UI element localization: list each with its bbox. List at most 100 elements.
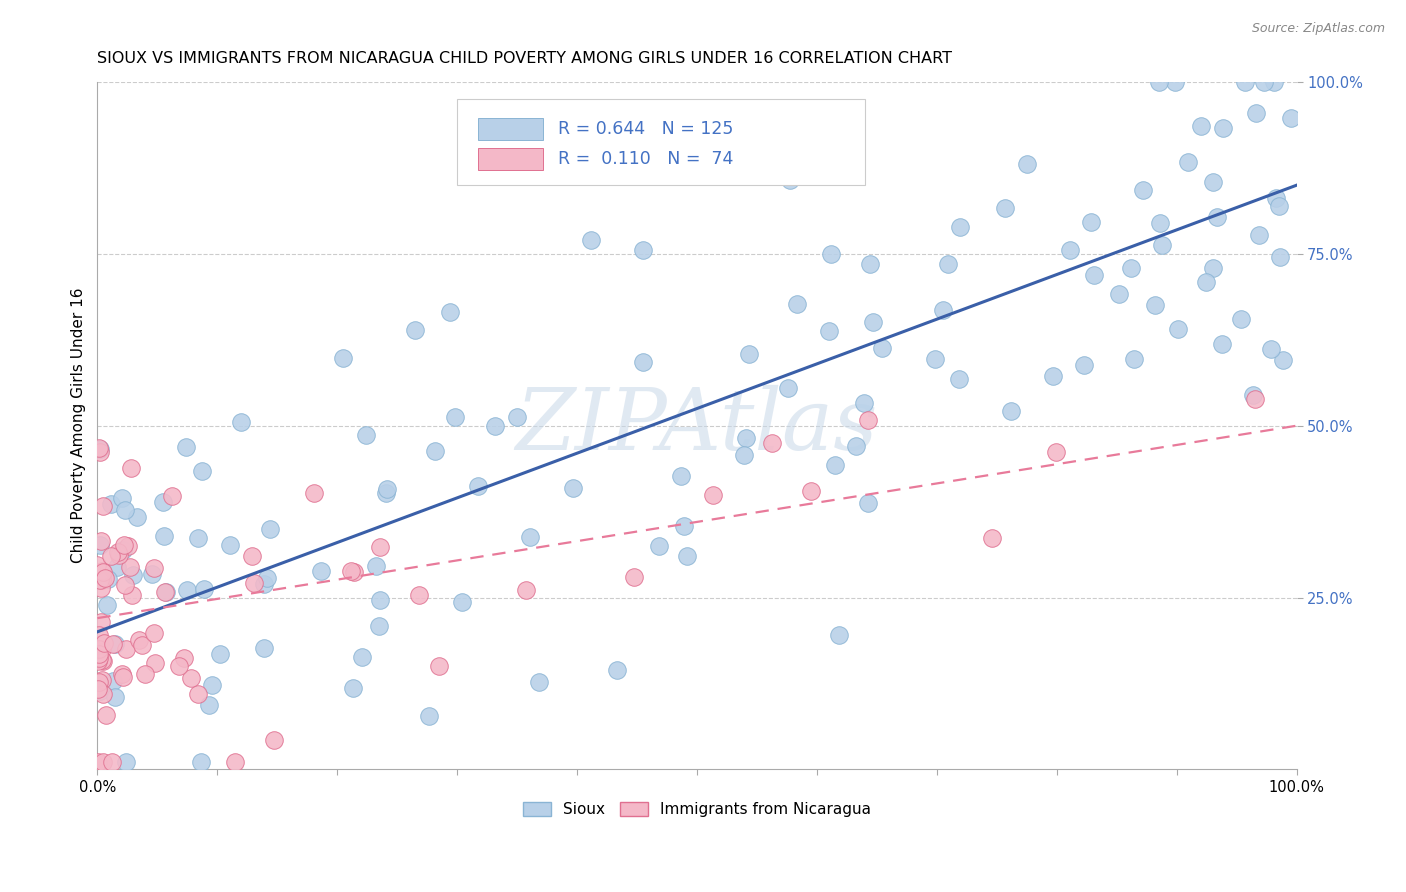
Point [90,615,112,630]
Point [375,482,398,496]
Point [91,565,114,579]
Point [100,756,122,770]
Point [1083,268,1105,282]
Point [155,585,177,599]
Point [1234,75,1257,89]
Point [1247,227,1270,242]
Point [779,173,801,187]
Point [114,502,136,516]
Point [467,479,489,493]
Point [208,647,231,661]
Point [218,538,240,552]
Point [370,540,392,554]
Point [176,582,198,597]
Point [86,681,108,696]
Point [89,538,111,552]
Point [631,355,654,369]
Point [256,571,278,585]
Point [86,654,108,668]
Point [1268,250,1291,264]
Point [93,756,115,770]
Point [853,396,876,410]
Point [160,490,183,504]
Text: SIOUX VS IMMIGRANTS FROM NICARAGUA CHILD POVERTY AMONG GIRLS UNDER 16 CORRELATIO: SIOUX VS IMMIGRANTS FROM NICARAGUA CHILD… [97,51,952,66]
Point [859,257,882,271]
Point [408,588,430,602]
Point [936,257,959,271]
Point [735,431,758,445]
Point [114,578,136,592]
Point [374,485,396,500]
Point [89,574,111,588]
Point [143,656,166,670]
Point [631,243,654,257]
Point [856,496,879,510]
Point [100,549,122,564]
Point [104,690,127,704]
Point [484,419,506,434]
Point [89,641,111,656]
Point [1164,75,1187,89]
Point [450,595,472,609]
Point [193,582,215,596]
Point [676,549,699,564]
Point [733,448,755,462]
Point [786,296,808,310]
Point [240,549,263,563]
Point [515,583,537,598]
Point [112,542,135,557]
Point [87,674,110,689]
Point [778,381,800,395]
Point [332,351,354,366]
Point [120,461,142,475]
Point [1177,155,1199,169]
Point [304,486,326,500]
Point [142,560,165,574]
FancyBboxPatch shape [457,99,865,186]
Point [180,671,202,685]
Point [1119,261,1142,276]
Point [1264,191,1286,205]
Point [948,372,970,386]
Point [339,564,361,578]
Point [418,709,440,723]
Point [128,633,150,648]
Point [761,435,783,450]
Point [86,756,108,770]
Point [121,568,143,582]
Point [142,626,165,640]
Point [187,687,209,701]
Point [519,530,541,544]
Point [90,581,112,595]
Text: R = 0.644   N = 125: R = 0.644 N = 125 [558,120,734,138]
Point [342,681,364,695]
Point [1149,216,1171,230]
Point [439,305,461,319]
Point [1015,157,1038,171]
Point [1212,120,1234,135]
Point [91,573,114,587]
Point [845,439,868,453]
Point [153,585,176,599]
Point [1244,392,1267,407]
Point [579,233,602,247]
Point [91,499,114,513]
Point [201,677,224,691]
Point [856,413,879,427]
Point [350,650,373,665]
Point [309,565,332,579]
Point [117,539,139,553]
Point [828,627,851,641]
Y-axis label: Child Poverty Among Girls Under 16: Child Poverty Among Girls Under 16 [72,288,86,564]
Point [1271,352,1294,367]
Point [174,441,197,455]
Point [862,315,884,329]
Point [800,483,823,498]
Point [1147,75,1170,89]
Point [263,732,285,747]
Point [91,673,114,687]
Point [673,518,696,533]
Point [131,638,153,652]
Point [529,675,551,690]
Point [115,756,138,770]
